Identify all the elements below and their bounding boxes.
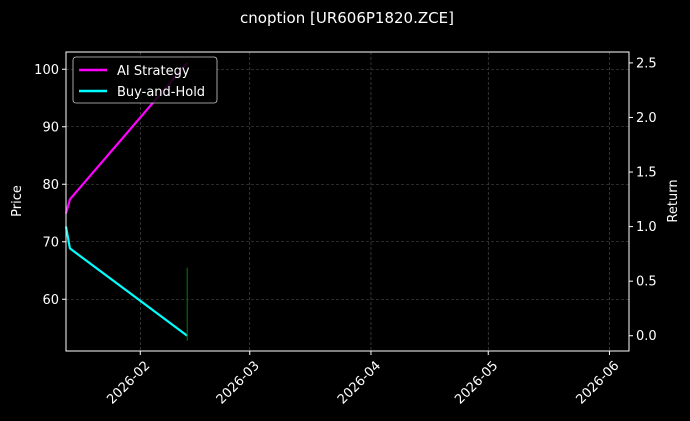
chart-title: cnoption [UR606P1820.ZCE] [240, 9, 454, 27]
y2-axis-label: Return [666, 179, 681, 222]
y-tick-label: 80 [42, 178, 59, 193]
series-line-ai-strategy [64, 62, 189, 214]
y2-tick-label: 1.5 [636, 166, 657, 181]
y-tick-label: 90 [42, 120, 59, 135]
series-line-buy-and-hold [64, 226, 188, 337]
axes [65, 51, 630, 352]
y-tick-label: 60 [42, 293, 59, 308]
series-layer [64, 62, 189, 341]
grid [66, 52, 629, 351]
legend-label-buy-and-hold: Buy-and-Hold [117, 85, 205, 100]
plot-frame [65, 51, 630, 352]
legend-label-ai-strategy: AI Strategy [117, 64, 190, 79]
y-tick-label: 100 [34, 63, 59, 78]
legend: AI Strategy Buy-and-Hold [72, 56, 218, 104]
y2-tick-label: 0.5 [636, 275, 657, 290]
y-tick-label: 70 [42, 235, 59, 250]
y2-tick-label: 2.5 [636, 56, 657, 71]
legend-box [72, 56, 218, 104]
y2-tick-label: 1.0 [636, 220, 657, 235]
y-axis-label: Price [10, 185, 25, 217]
y2-tick-label: 2.0 [636, 111, 657, 126]
y2-tick-label: 0.0 [636, 329, 657, 344]
